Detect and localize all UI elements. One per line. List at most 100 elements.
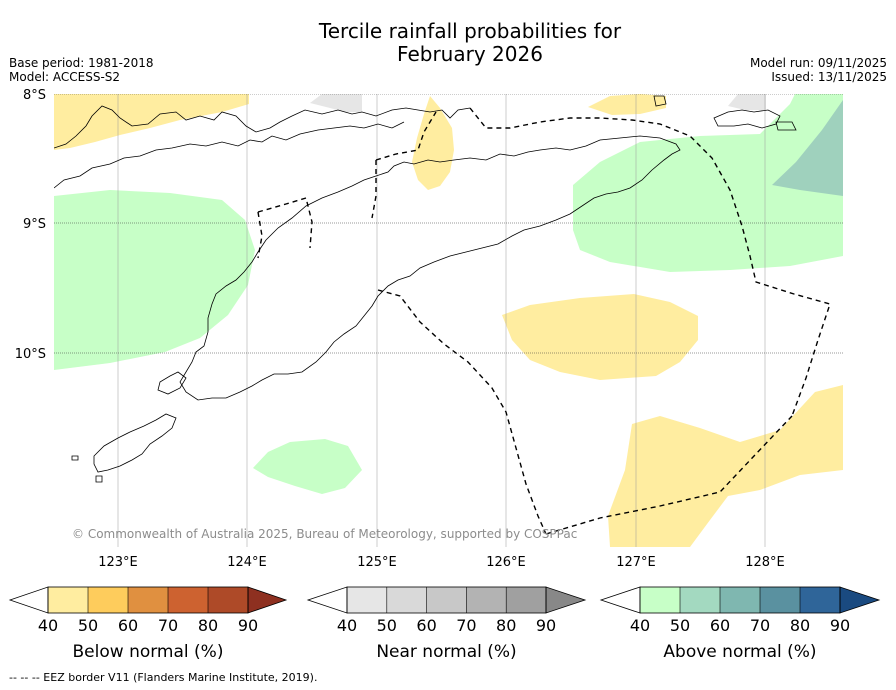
region-above-west (54, 190, 255, 370)
model-run-label: Model run: 09/11/2025 (749, 56, 887, 70)
eez-south (545, 415, 793, 535)
coast-flores-alor-north (54, 105, 471, 149)
base-period-label: Base period: 1981-2018 (9, 56, 154, 70)
colorbar-below-tick-label: 60 (118, 616, 138, 635)
colorbar-above-segment (640, 587, 680, 613)
meta-left: Base period: 1981-2018 Model: ACCESS-S2 (9, 56, 154, 84)
region-below-centre (502, 294, 698, 380)
region-above-south (253, 439, 362, 494)
lon-tick-124: 124°E (227, 555, 267, 570)
lon-tick-labels: 123°E 124°E 125°E 126°E 127°E 128°E (98, 555, 785, 570)
model-label: Model: ACCESS-S2 (9, 70, 121, 84)
eez-west (257, 197, 313, 249)
colorbar-near-tick-label: 60 (416, 616, 436, 635)
region-above-east (573, 94, 843, 272)
lat-tick-labels: 8°S 9°S 10°S (15, 88, 46, 362)
lon-tick-126: 126°E (486, 555, 526, 570)
colorbar-near-segment (506, 587, 546, 613)
colorbar-below-segment (168, 587, 208, 613)
chart-title: Tercile rainfall probabilities for Febru… (0, 20, 896, 66)
eez-flores (375, 111, 437, 161)
colorbar-below-segment (88, 587, 128, 613)
lat-tick-8s: 8°S (23, 88, 46, 103)
coast-islet-4 (95, 475, 103, 483)
meta-right: Model run: 09/11/2025 Issued: 13/11/2025 (750, 56, 887, 84)
lat-tick-10s: 10°S (15, 347, 46, 362)
region-near-nc (310, 94, 362, 112)
eez-north (469, 107, 831, 417)
coast-sumba (93, 413, 177, 473)
region-above-east-50 (772, 100, 843, 196)
coast-islet-1 (775, 121, 797, 131)
eez-border (257, 107, 831, 535)
colorbar-below-tick-label: 50 (78, 616, 98, 635)
chart-title-line-2: February 2026 (397, 42, 543, 66)
colorbar-below: 40 50 60 70 80 90 Below normal (%) (8, 586, 288, 662)
eez-legend-footer: -- -- -- EEZ border V11 (Flanders Marine… (9, 671, 318, 684)
colorbar-near-segment (347, 587, 387, 613)
colorbar-near-arrow-high (545, 586, 587, 614)
colorbar-near-segment (426, 587, 467, 613)
colorbar-near-tick-label: 40 (337, 616, 357, 635)
lon-tick-128: 128°E (745, 555, 785, 570)
colorbar-below-segment (48, 587, 88, 613)
region-below-ne-small (588, 94, 666, 115)
chart-title-line-1: Tercile rainfall probabilities for (318, 19, 622, 43)
colorbar-below-label: Below normal (%) (73, 642, 224, 662)
colorbar-above-tick-label: 50 (670, 616, 690, 635)
gridlines (117, 94, 766, 547)
coast-flores-south (54, 121, 405, 189)
copyright-text: © Commonwealth of Australia 2025, Bureau… (72, 527, 577, 541)
colorbar-above-label: Above normal (%) (663, 642, 816, 662)
colorbar-above-segment (680, 587, 720, 613)
coast-rote (157, 371, 187, 395)
colorbar-above-tick-label: 90 (830, 616, 850, 635)
region-below-nw (54, 94, 249, 150)
coast-islet-2 (653, 95, 667, 107)
parallels (54, 94, 843, 354)
lon-tick-123: 123°E (98, 555, 138, 570)
colorbar-above-tick-label: 80 (790, 616, 810, 635)
lon-tick-127: 127°E (616, 555, 656, 570)
colorbar-near-tick-label: 90 (536, 616, 556, 635)
coast-timor (179, 135, 681, 401)
lon-tick-125: 125°E (357, 555, 397, 570)
eez-mid (371, 160, 377, 219)
colorbar-above-segment (800, 587, 840, 613)
colorbar-above-tick-label: 60 (710, 616, 730, 635)
map-area: © Commonwealth of Australia 2025, Bureau… (54, 94, 843, 547)
issued-label: Issued: 13/11/2025 (771, 70, 887, 84)
colorbar-above-tick-label: 40 (630, 616, 650, 635)
colorbar-below-tick-label: 70 (158, 616, 178, 635)
colorbar-above-segment (760, 587, 800, 613)
colorbar-below-segment (128, 587, 168, 613)
coastlines (54, 95, 797, 483)
colorbar-near: 40 50 60 70 80 90 Near normal (%) (306, 586, 587, 662)
colorbar-near-tick-label: 70 (456, 616, 476, 635)
colorbar-above-arrow-low (599, 586, 641, 614)
colorbar-near-segment (466, 587, 507, 613)
colorbar-above-segment (720, 587, 760, 613)
colorbar-below-tick-label: 80 (198, 616, 218, 635)
lat-tick-9s: 9°S (23, 217, 46, 232)
colorbar-near-label: Near normal (%) (376, 642, 516, 662)
region-near-ne-small (728, 94, 766, 110)
colorbar-below-arrow-high (247, 586, 288, 614)
coast-wetar (713, 109, 781, 129)
colorbar-below-tick-label: 40 (38, 616, 58, 635)
eez-west-2 (257, 211, 263, 259)
region-below-se (608, 385, 843, 547)
colorbar-above-tick-label: 70 (750, 616, 770, 635)
colorbar-above: 40 50 60 70 80 90 Above normal (%) (599, 586, 881, 662)
colorbar-above-arrow-high (839, 586, 881, 614)
region-below-strip (412, 96, 454, 190)
colorbar-near-tick-label: 50 (377, 616, 397, 635)
coast-islet-3 (71, 455, 79, 461)
eez-timor (377, 289, 547, 535)
colorbar-below-tick-label: 90 (238, 616, 258, 635)
colorbar-below-arrow-low (8, 586, 49, 614)
colorbar-near-tick-label: 80 (496, 616, 516, 635)
colorbar-near-segment (386, 587, 427, 613)
colorbar-below-segment (208, 587, 248, 613)
